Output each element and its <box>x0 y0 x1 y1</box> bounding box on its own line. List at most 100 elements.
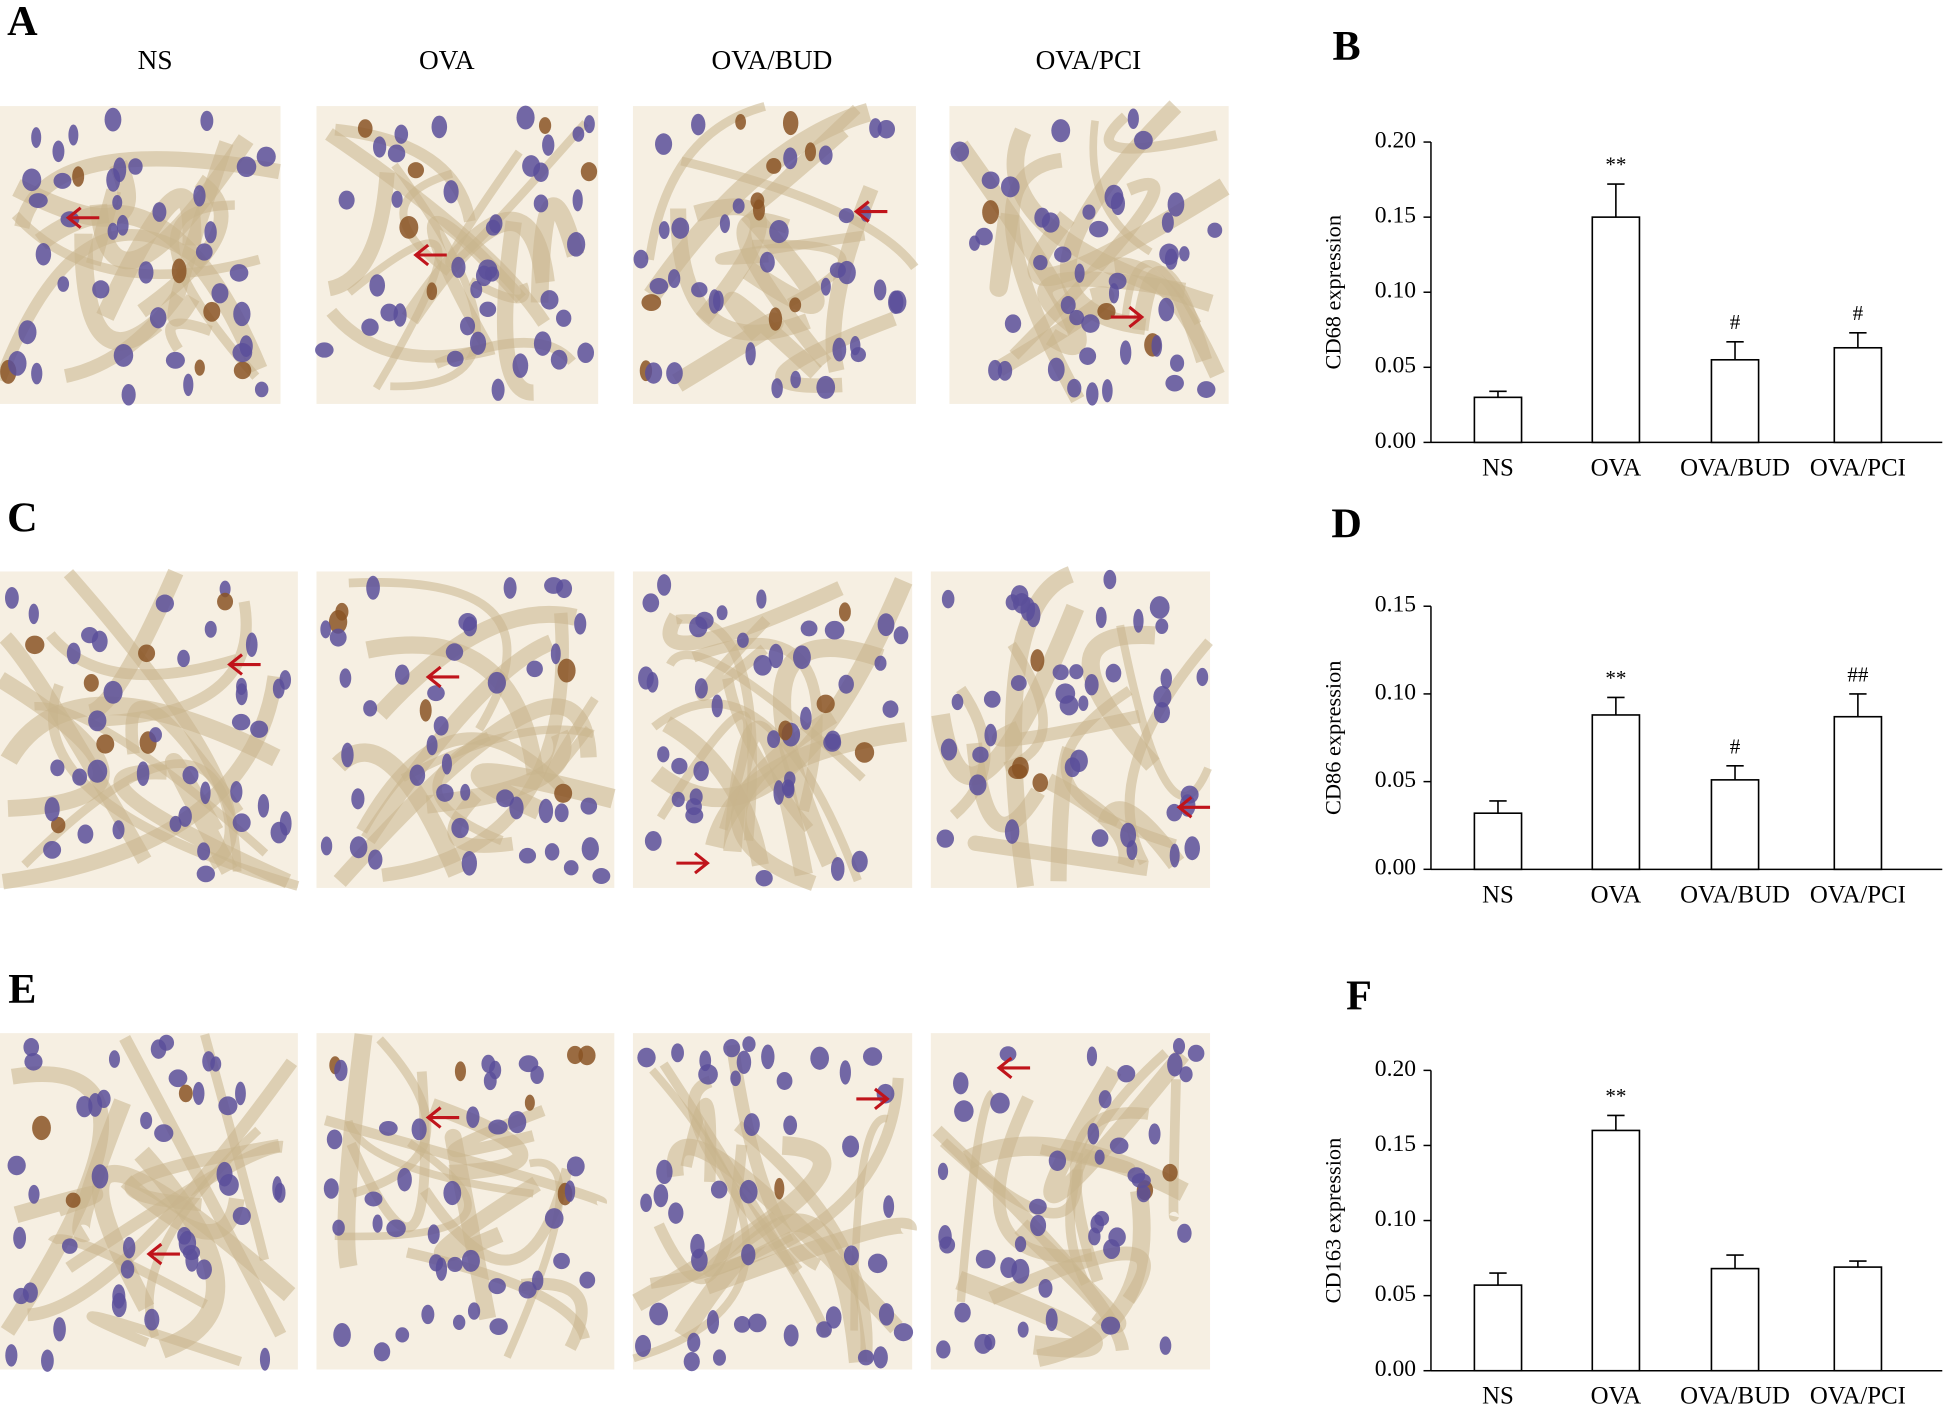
nucleus <box>733 1316 751 1333</box>
nucleus <box>219 1173 239 1196</box>
nucleus <box>1177 1223 1192 1243</box>
panel-letter: E <box>8 966 36 1013</box>
nucleus <box>443 1180 462 1206</box>
nucleus <box>315 342 334 358</box>
nucleus <box>1153 701 1170 724</box>
arrow <box>1176 796 1211 819</box>
nucleus <box>1160 668 1172 689</box>
arrow <box>146 1242 180 1266</box>
error-bar <box>1849 331 1867 348</box>
nucleus <box>937 1162 949 1181</box>
micrograph <box>0 106 281 406</box>
nucleus <box>121 383 136 406</box>
nucleus <box>426 735 438 756</box>
nucleus <box>372 136 387 158</box>
nucleus <box>112 195 123 210</box>
nucleus <box>91 1164 109 1189</box>
y-tick-label: 0.05 <box>1375 353 1416 379</box>
nucleus <box>97 1089 111 1109</box>
nucleus <box>1167 1052 1183 1077</box>
nucleus <box>1000 1257 1017 1279</box>
nucleus <box>954 1100 974 1122</box>
nucleus <box>467 1302 481 1320</box>
nucleus <box>233 301 251 327</box>
nucleus <box>421 1304 435 1325</box>
nucleus <box>320 620 331 639</box>
tissue-strand <box>680 156 919 271</box>
nucleus <box>526 660 543 678</box>
nucleus <box>712 1349 726 1366</box>
nucleus <box>461 1249 480 1272</box>
nucleus <box>667 269 681 288</box>
tissue-strand <box>1009 177 1161 360</box>
nucleus <box>1055 683 1076 704</box>
nucleus <box>544 1208 564 1229</box>
nucleus <box>810 1046 829 1070</box>
nucleus <box>706 1310 720 1334</box>
nucleus <box>1108 283 1120 304</box>
nucleus <box>194 359 205 376</box>
nucleus <box>1109 1137 1129 1154</box>
nucleus <box>1030 649 1045 672</box>
bar <box>1473 1284 1523 1372</box>
tissue-strand <box>1089 120 1153 256</box>
nucleus <box>823 733 842 752</box>
tissue-strand <box>92 1164 296 1312</box>
nucleus <box>23 1037 40 1057</box>
nucleus <box>883 1195 895 1218</box>
nucleus <box>742 1036 756 1053</box>
nucleus <box>25 635 45 655</box>
nucleus <box>975 227 993 246</box>
nucleus <box>745 342 756 366</box>
nucleus <box>1164 248 1178 270</box>
panel-letter: D <box>1331 501 1361 548</box>
nucleus <box>940 738 958 761</box>
nucleus <box>230 780 243 803</box>
nucleus <box>685 807 704 824</box>
tissue-strand <box>447 790 514 853</box>
nucleus <box>431 115 448 139</box>
micrograph <box>316 571 616 888</box>
nucleus <box>1047 357 1065 382</box>
y-tick-label: 0.20 <box>1375 1056 1416 1082</box>
tissue-strand <box>496 220 535 401</box>
nucleus <box>219 580 231 598</box>
nucleus <box>503 577 517 599</box>
arrow-head <box>1128 305 1145 329</box>
nucleus <box>782 110 799 136</box>
nucleus <box>112 1284 126 1309</box>
nucleus <box>789 297 802 313</box>
nucleus <box>112 820 125 840</box>
nucleus <box>411 1118 427 1141</box>
tissue-strand <box>662 716 769 867</box>
nucleus <box>451 256 466 278</box>
panel-letter: F <box>1346 972 1372 1019</box>
x-tick-label: OVA/PCI <box>1810 881 1906 908</box>
nucleus <box>272 678 285 699</box>
nucleus <box>640 1193 652 1213</box>
bar <box>1710 779 1760 871</box>
error-bar <box>1849 1260 1867 1268</box>
nucleus <box>150 1039 167 1059</box>
nucleus <box>22 168 42 192</box>
y-tick-label: 0.10 <box>1375 278 1416 304</box>
nucleus <box>838 674 854 694</box>
nucleus <box>96 734 115 754</box>
nucleus <box>743 1113 760 1136</box>
nucleus <box>710 1180 728 1199</box>
nucleus <box>366 575 380 600</box>
error-bar <box>1726 765 1744 780</box>
nucleus <box>113 157 127 183</box>
tissue-strand <box>34 702 269 857</box>
nucleus <box>496 789 515 808</box>
nucleus <box>867 1253 888 1274</box>
nucleus <box>877 613 895 637</box>
nucleus <box>820 277 831 296</box>
arrow <box>1110 305 1145 329</box>
nucleus <box>7 1155 26 1176</box>
significance-label: ** <box>1605 1084 1626 1108</box>
error-bar <box>1607 183 1625 218</box>
nucleus <box>592 868 611 885</box>
nucleus <box>981 171 1000 189</box>
arrow-head <box>227 653 243 676</box>
